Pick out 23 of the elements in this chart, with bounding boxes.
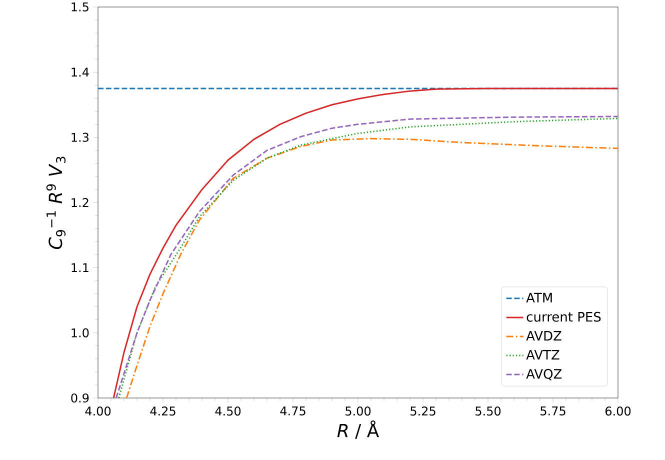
x-tick-label: 4.75 [280, 406, 306, 416]
legend-label: AVTZ [526, 350, 560, 360]
x-tick-label: 6.00 [605, 406, 631, 416]
y-tick-label: 1.0 [72, 328, 89, 338]
y-tick-label: 1.1 [72, 263, 88, 272]
y-tick-label: 1.4 [72, 68, 89, 77]
y-tick-label: 1.2 [72, 198, 88, 207]
x-tick-label: 4.25 [150, 406, 176, 416]
x-tick-label: 4.50 [215, 406, 241, 416]
y-tick-label: 1.5 [72, 2, 88, 12]
y-tick-label: 0.9 [71, 393, 89, 403]
x-tick-label: 4.00 [85, 406, 111, 416]
legend-label: AVDZ [526, 331, 562, 340]
legend-label: AVQZ [526, 368, 562, 380]
x-axis-title: R / Å [337, 420, 380, 439]
x-tick-label: 5.25 [410, 406, 436, 416]
legend-label: ATM [526, 292, 552, 302]
legend-label: current PES [526, 312, 601, 322]
y-axis-title: C$_{9}$$^{−1}$ R$^{9}$ V$_{3}$ [46, 156, 66, 249]
x-tick-label: 5.75 [540, 406, 566, 416]
x-tick-label: 5.00 [346, 406, 371, 416]
y-tick-label: 1.3 [72, 132, 89, 142]
x-tick-label: 5.50 [476, 406, 501, 416]
